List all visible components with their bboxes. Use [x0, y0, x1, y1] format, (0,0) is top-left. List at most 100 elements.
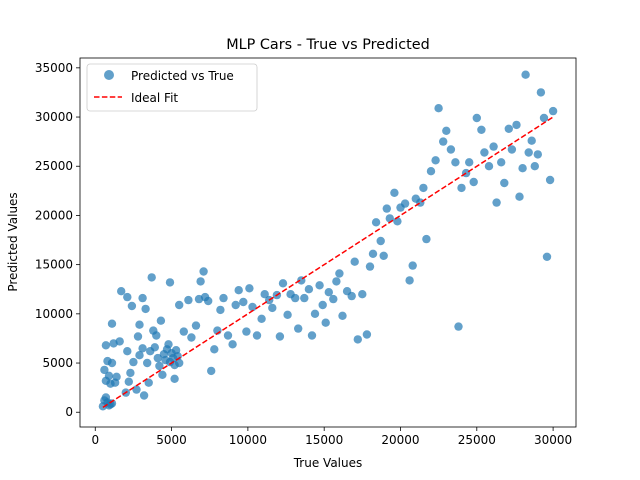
data-point — [442, 126, 451, 135]
data-point — [307, 331, 317, 340]
data-point — [461, 168, 471, 178]
data-point — [484, 162, 494, 171]
data-point — [278, 279, 288, 288]
axes: 0 5000 10000 15000 20000 25000 30000 0 5000 10000… — [35, 61, 572, 447]
data-point — [100, 396, 109, 405]
data-point — [390, 188, 399, 197]
data-point — [117, 287, 126, 296]
data-point — [138, 344, 147, 353]
data-point — [101, 341, 111, 350]
data-point — [252, 331, 262, 340]
data-point — [539, 113, 549, 123]
data-point — [426, 167, 436, 176]
data-point — [133, 332, 143, 341]
data-point — [379, 251, 388, 260]
data-point — [228, 340, 237, 349]
data-point — [112, 372, 121, 381]
data-point — [408, 261, 417, 270]
data-point — [500, 178, 509, 188]
data-point — [492, 198, 501, 207]
y-tick-label: 35000 — [35, 61, 73, 75]
data-point — [524, 148, 533, 157]
data-point — [239, 297, 248, 307]
legend-label-scatter: Predicted vs True — [131, 69, 234, 83]
y-tick-label: 30000 — [35, 110, 73, 124]
data-point — [175, 358, 184, 368]
data-point — [291, 293, 300, 303]
data-point — [179, 327, 188, 336]
data-point — [434, 104, 443, 113]
y-axis-label: Predicted Values — [6, 192, 20, 291]
data-point — [332, 277, 341, 286]
data-point — [129, 357, 138, 367]
y-tick-label: 20000 — [35, 208, 73, 222]
data-point — [268, 303, 277, 313]
data-point — [512, 120, 521, 130]
legend-label-line: Ideal Fit — [131, 91, 178, 105]
data-point — [199, 267, 208, 276]
ideal-fit-line — [102, 116, 554, 408]
data-point — [124, 377, 133, 386]
data-point — [376, 236, 385, 246]
data-point — [393, 217, 402, 226]
data-point — [521, 70, 530, 79]
data-point — [123, 347, 132, 356]
data-point — [329, 294, 338, 304]
data-point — [350, 257, 359, 266]
data-point — [300, 293, 309, 303]
data-point — [365, 262, 375, 271]
data-point — [207, 366, 216, 376]
data-point — [187, 333, 196, 342]
data-point — [439, 137, 448, 146]
data-point — [472, 113, 481, 123]
data-point — [385, 214, 394, 223]
x-axis-label: True Values — [293, 456, 363, 470]
data-point — [143, 358, 152, 368]
data-point — [507, 145, 517, 154]
data-point — [338, 311, 347, 320]
data-point — [353, 335, 362, 344]
data-point — [135, 351, 144, 360]
data-point — [210, 345, 219, 354]
y-tick-label: 5000 — [42, 356, 73, 370]
data-point — [477, 125, 486, 134]
data-point — [527, 136, 536, 145]
data-point — [223, 331, 233, 340]
data-point — [368, 249, 378, 258]
data-point — [138, 293, 147, 303]
data-point — [400, 199, 410, 208]
data-point — [115, 337, 124, 346]
data-point — [362, 330, 372, 339]
data-point — [431, 156, 440, 165]
data-point — [153, 353, 162, 363]
x-tick-label: 30000 — [534, 433, 572, 447]
data-point — [451, 158, 460, 167]
y-tick-label: 0 — [65, 405, 73, 419]
data-point — [465, 158, 474, 167]
data-point — [422, 234, 431, 244]
data-point — [480, 148, 489, 157]
chart-title: MLP Cars - True vs Predicted — [226, 37, 430, 53]
legend-marker-scatter — [104, 70, 114, 80]
data-point — [155, 361, 164, 371]
data-point — [100, 365, 109, 375]
data-point — [191, 321, 201, 330]
x-tick-label: 15000 — [305, 433, 343, 447]
data-point — [231, 300, 240, 310]
data-point — [219, 293, 228, 303]
data-point — [196, 277, 205, 286]
data-point — [358, 290, 367, 299]
data-point — [304, 285, 314, 294]
data-point — [518, 164, 527, 173]
data-point — [107, 399, 117, 408]
x-tick-label: 25000 — [458, 433, 496, 447]
data-point — [457, 183, 466, 193]
data-point — [530, 162, 539, 171]
data-point — [204, 296, 213, 306]
data-point — [158, 370, 167, 379]
data-point — [260, 290, 269, 299]
data-point — [347, 291, 356, 301]
data-point — [144, 378, 153, 387]
data-point — [156, 316, 166, 325]
